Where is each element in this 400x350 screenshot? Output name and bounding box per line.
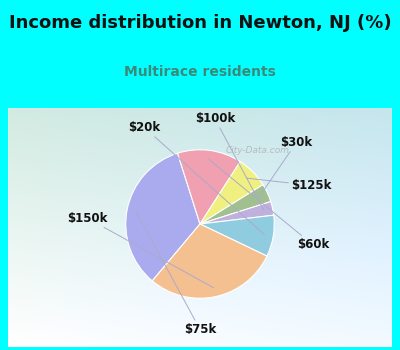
Wedge shape [200,202,274,224]
Wedge shape [126,153,200,281]
Text: $75k: $75k [136,211,216,336]
Wedge shape [200,185,271,224]
Text: City-Data.com: City-Data.com [225,146,289,155]
Wedge shape [152,224,267,298]
Text: $60k: $60k [209,159,329,251]
Text: $100k: $100k [195,112,264,210]
Wedge shape [200,162,263,224]
Text: Multirace residents: Multirace residents [124,65,276,79]
Wedge shape [200,215,274,256]
Text: $150k: $150k [67,211,214,288]
Wedge shape [178,150,240,224]
Text: Income distribution in Newton, NJ (%): Income distribution in Newton, NJ (%) [9,14,391,32]
Text: $30k: $30k [259,136,312,197]
Text: $20k: $20k [128,121,264,234]
Text: $125k: $125k [246,178,332,192]
